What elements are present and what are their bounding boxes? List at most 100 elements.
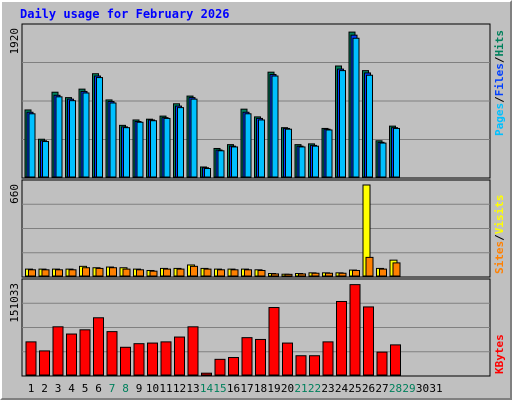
bar-kbytes: [66, 333, 77, 376]
bar-pages: [298, 146, 306, 178]
bar-sites: [311, 272, 320, 277]
bar-pages: [366, 74, 373, 178]
bar-kbytes: [201, 372, 212, 376]
x-tick-label: 16: [227, 382, 240, 395]
legend-hits: Hits: [493, 30, 506, 57]
x-tick-label: 26: [362, 382, 375, 395]
bar-kbytes: [147, 342, 158, 376]
bar-pages: [258, 119, 265, 178]
bar-pages: [393, 127, 400, 178]
bar-sites: [284, 273, 293, 277]
bar-sites: [365, 256, 374, 277]
x-tick-label: 22: [308, 382, 321, 395]
bar-pages: [150, 120, 157, 178]
bar-kbytes: [214, 358, 226, 376]
bar-pages: [271, 75, 279, 178]
bar-kbytes: [133, 343, 145, 376]
legend-visits: Visits: [493, 195, 506, 235]
bar-pages: [69, 100, 76, 178]
bar-sites: [28, 269, 36, 277]
bar-pages: [244, 113, 252, 178]
x-tick-label: 18: [254, 382, 267, 395]
x-tick-label: 5: [82, 382, 89, 395]
bar-sites: [163, 268, 171, 277]
bar-pages: [163, 117, 171, 178]
x-tick-label: 17: [240, 382, 253, 395]
bar-sites: [109, 267, 117, 277]
bar-sites: [203, 268, 212, 277]
bar-sites: [338, 272, 347, 277]
legend-3: KBytes: [493, 334, 506, 374]
bar-pages: [204, 168, 211, 178]
bar-sites: [392, 262, 401, 277]
y-max-label-1: 1920: [8, 28, 21, 55]
bar-pages: [136, 121, 144, 178]
bar-sites: [230, 269, 239, 277]
bar-sites: [298, 273, 306, 277]
legend-files: Files: [493, 63, 506, 96]
bar-sites: [136, 269, 144, 277]
legend-separator: /: [493, 56, 506, 63]
legend-kbytes: KBytes: [493, 334, 506, 374]
x-tick-label: 2: [41, 382, 48, 395]
bar-kbytes: [228, 357, 239, 376]
bar-sites: [217, 269, 225, 277]
x-tick-label: 6: [95, 382, 102, 395]
bar-pages: [190, 98, 198, 178]
bar-pages: [96, 77, 103, 178]
bar-kbytes: [376, 351, 388, 376]
legend-sites: Sites: [493, 241, 506, 274]
bar-kbytes: [52, 326, 64, 376]
bar-kbytes: [106, 331, 118, 376]
legend-pages: Pages: [493, 103, 506, 136]
x-tick-label: 28: [389, 382, 402, 395]
bar-pages: [42, 141, 49, 178]
bar-kbytes: [79, 329, 91, 376]
bar-sites: [176, 268, 185, 277]
bar-sites: [352, 269, 360, 277]
bar-pages: [177, 107, 184, 178]
bar-pages: [109, 102, 117, 178]
bar-pages: [55, 96, 63, 178]
bar-sites: [55, 269, 63, 277]
x-tick-label: 3: [55, 382, 62, 395]
bar-sites: [122, 268, 131, 277]
x-tick-label: 30: [416, 382, 429, 395]
bar-sites: [379, 268, 387, 277]
bar-kbytes: [309, 355, 320, 376]
bar-kbytes: [39, 350, 50, 376]
y-max-label-3: 151033: [8, 283, 21, 323]
bar-sites: [41, 269, 50, 277]
bar-kbytes: [187, 326, 199, 376]
x-tick-label: 11: [159, 382, 172, 395]
legend-separator: /: [493, 234, 506, 241]
bar-pages: [82, 92, 90, 178]
bar-kbytes: [25, 341, 37, 376]
x-tick-label: 14: [200, 382, 214, 395]
x-tick-label: 1: [28, 382, 35, 395]
x-tick-label: 15: [213, 382, 226, 395]
bar-kbytes: [282, 342, 293, 376]
bar-pages: [123, 127, 130, 178]
x-tick-label: 23: [321, 382, 334, 395]
bar-kbytes: [363, 306, 374, 376]
bar-sites: [149, 270, 158, 277]
x-tick-label: 13: [186, 382, 199, 395]
bar-sites: [257, 269, 266, 277]
bar-sites: [82, 267, 90, 277]
y-max-label-2: 660: [8, 184, 21, 204]
x-tick-label: 7: [109, 382, 116, 395]
bar-sites: [325, 272, 333, 277]
bar-kbytes: [174, 336, 185, 376]
x-tick-label: 21: [294, 382, 307, 395]
bar-pages: [379, 142, 387, 178]
x-tick-label: 10: [146, 382, 159, 395]
x-tick-label: 25: [348, 382, 361, 395]
bar-pages: [231, 146, 238, 178]
bar-pages: [352, 37, 360, 178]
legend-separator: /: [493, 96, 506, 103]
bar-kbytes: [120, 346, 131, 376]
bar-kbytes: [160, 341, 172, 376]
bar-pages: [339, 70, 346, 178]
